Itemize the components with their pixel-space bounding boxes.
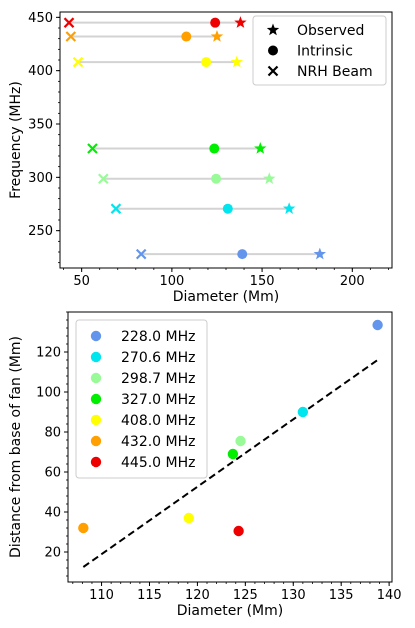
intrinsic-point	[209, 143, 220, 154]
observed-point	[254, 142, 267, 154]
nrh-beam-point	[63, 17, 75, 28]
intrinsic-point	[210, 17, 221, 28]
x-tick-label: 130	[281, 588, 306, 603]
legend-label: 298.7 MHz	[121, 371, 195, 387]
frequency-vs-diameter-chart: 50 100 150 200 250 300 350 400 450 Diameter (Mm) F…	[8, 11, 393, 305]
nrh-beam-point	[65, 31, 77, 42]
legend-label: 432.0 MHz	[121, 434, 195, 450]
legend-marker	[90, 372, 102, 384]
x-tick-label: 135	[329, 588, 354, 603]
y-tick-label: 300	[28, 171, 53, 186]
legend-marker	[90, 393, 102, 405]
legend-marker	[90, 330, 102, 342]
x-tick-label: 125	[233, 588, 258, 603]
y-tick-label: 40	[44, 506, 61, 521]
data-point	[297, 406, 309, 418]
y-axis-label: Frequency (MHz)	[8, 81, 24, 199]
y-tick-label: 100	[36, 386, 61, 401]
legend-box	[75, 319, 208, 479]
data-point	[235, 435, 246, 447]
observed-point	[210, 30, 224, 42]
x-tick-label: 200	[340, 274, 365, 289]
nrh-beam-point	[135, 248, 147, 260]
nrh-beam-point	[110, 203, 122, 214]
data-point	[227, 448, 239, 460]
intrinsic-point	[237, 249, 248, 260]
intrinsic-point	[181, 31, 192, 42]
legend-marker	[266, 23, 280, 36]
legend-label: 445.0 MHz	[121, 455, 195, 471]
legend-box	[252, 15, 387, 86]
observed-point	[313, 247, 327, 260]
y-tick-label: 60	[44, 466, 61, 481]
legend-label: NRH Beam	[297, 64, 373, 80]
plot-frame	[67, 311, 393, 583]
intrinsic-point	[201, 57, 212, 68]
y-tick-label: 250	[28, 224, 53, 239]
legend: 228.0 MHz 270.6 MHz 298.7 MHz 327.0 MHz 408.…	[75, 319, 208, 479]
y-tick-label: 80	[44, 426, 61, 441]
legend-label: 270.6 MHz	[121, 350, 195, 366]
data-point	[183, 512, 194, 524]
x-axis-label: Diameter (Mm)	[173, 289, 279, 305]
x-tick-label: 50	[73, 274, 90, 289]
legend-label: 228.0 MHz	[121, 329, 195, 345]
intrinsic-point	[211, 173, 222, 184]
observed-point	[234, 16, 247, 28]
y-axis-label: Distance from base of fan (Mm)	[8, 336, 24, 558]
legend-marker	[90, 456, 102, 468]
x-tick-label: 150	[250, 274, 275, 289]
data-point	[372, 319, 383, 331]
distance-vs-diameter-chart: 110 115 120 125 130 135 14020406080100120Diame…	[8, 311, 402, 619]
y-tick-label: 400	[28, 64, 53, 79]
data-point	[78, 522, 89, 534]
legend-label: 408.0 MHz	[121, 413, 195, 429]
observed-point	[230, 55, 244, 68]
x-tick-label: 140	[377, 588, 402, 603]
data-point	[233, 525, 244, 537]
x-tick-label: 115	[137, 588, 162, 603]
y-tick-label: 20	[44, 546, 61, 561]
nrh-beam-point	[72, 56, 84, 68]
nrh-beam-point	[87, 143, 98, 154]
legend-marker	[90, 351, 102, 363]
y-tick-label: 450	[28, 11, 53, 26]
legend-marker	[268, 45, 278, 56]
observed-point	[282, 202, 296, 214]
legend-label: Intrinsic	[297, 44, 353, 60]
legend-marker	[267, 65, 279, 77]
x-tick-label: 120	[185, 588, 210, 603]
legend-marker	[90, 414, 102, 426]
legend-label: Observed	[297, 23, 364, 39]
y-tick-label: 120	[36, 346, 61, 361]
intrinsic-point	[222, 203, 233, 214]
legend-label: 327.0 MHz	[121, 392, 195, 408]
x-tick-label: 110	[89, 588, 114, 603]
legend: Observed Intrinsic NRH Beam	[252, 15, 387, 86]
fit-line	[82, 359, 379, 568]
observed-point	[263, 172, 276, 184]
legend-marker	[90, 435, 102, 447]
x-tick-label: 100	[159, 274, 184, 289]
y-tick-label: 350	[28, 118, 53, 133]
nrh-beam-point	[98, 173, 109, 184]
x-axis-label: Diameter (Mm)	[177, 603, 283, 619]
